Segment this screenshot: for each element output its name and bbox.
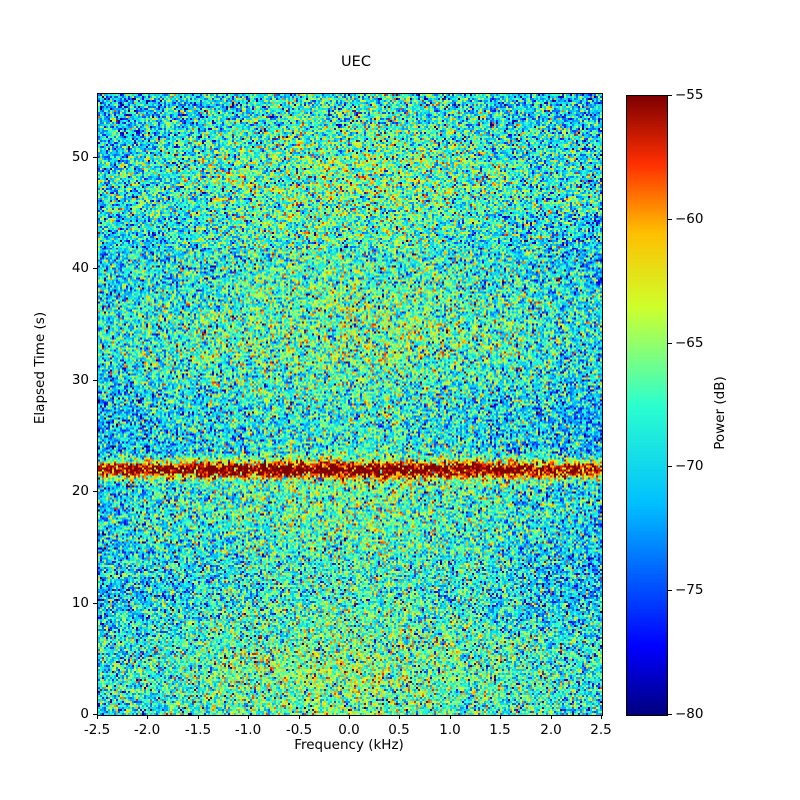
x-tick-label-7: 1.0 xyxy=(439,722,461,738)
colorbar-tick-mark-1 xyxy=(668,590,672,591)
title-line-station: UEC xyxy=(341,54,371,71)
x-tick-label-1: -2.0 xyxy=(133,722,161,738)
y-tick-mark-3 xyxy=(93,380,97,381)
spectrogram-plot-area xyxy=(97,93,603,716)
colorbar-tick-label-0: −80 xyxy=(675,706,704,722)
x-tick-label-3: -1.0 xyxy=(234,722,262,738)
x-tick-label-2: -1.5 xyxy=(184,722,212,738)
colorbar-gradient-image xyxy=(627,96,667,715)
y-tick-label-1: 10 xyxy=(71,595,89,611)
y-tick-mark-1 xyxy=(93,603,97,604)
colorbar-tick-label-2: −70 xyxy=(675,458,704,474)
y-tick-mark-0 xyxy=(93,714,97,715)
y-tick-label-3: 30 xyxy=(71,372,89,388)
x-tick-label-6: 0.5 xyxy=(388,722,410,738)
colorbar-tick-mark-3 xyxy=(668,343,672,344)
x-tick-mark-8 xyxy=(500,715,501,719)
x-axis-label: Frequency (kHz) xyxy=(294,737,404,753)
y-tick-label-4: 40 xyxy=(71,260,89,276)
x-tick-mark-5 xyxy=(349,715,350,719)
colorbar-tick-mark-0 xyxy=(668,714,672,715)
colorbar-tick-mark-5 xyxy=(668,95,672,96)
colorbar-tick-label-3: −65 xyxy=(675,335,704,351)
x-tick-mark-9 xyxy=(551,715,552,719)
colorbar xyxy=(626,95,668,716)
x-tick-mark-2 xyxy=(198,715,199,719)
spectrogram-image xyxy=(98,94,602,715)
x-tick-label-8: 1.5 xyxy=(489,722,511,738)
x-tick-mark-0 xyxy=(97,715,98,719)
x-tick-mark-3 xyxy=(248,715,249,719)
colorbar-tick-label-5: −55 xyxy=(675,87,704,103)
x-tick-mark-1 xyxy=(147,715,148,719)
y-tick-mark-4 xyxy=(93,268,97,269)
x-tick-label-5: 0.0 xyxy=(338,722,360,738)
x-tick-label-0: -2.5 xyxy=(83,722,111,738)
x-tick-mark-7 xyxy=(450,715,451,719)
colorbar-tick-mark-2 xyxy=(668,466,672,467)
y-tick-label-5: 50 xyxy=(71,149,89,165)
y-tick-label-2: 20 xyxy=(71,483,89,499)
colorbar-tick-label-1: −75 xyxy=(675,582,704,598)
x-tick-mark-6 xyxy=(399,715,400,719)
colorbar-tick-label-4: −60 xyxy=(675,211,704,227)
colorbar-label: Power (dB) xyxy=(712,376,728,450)
x-tick-label-4: -0.5 xyxy=(285,722,313,738)
x-tick-label-9: 2.0 xyxy=(540,722,562,738)
colorbar-tick-mark-4 xyxy=(668,219,672,220)
y-tick-mark-5 xyxy=(93,157,97,158)
x-tick-label-10: 2.5 xyxy=(590,722,612,738)
y-axis-label: Elapsed Time (s) xyxy=(32,311,48,425)
y-tick-mark-2 xyxy=(93,491,97,492)
x-tick-mark-10 xyxy=(601,715,602,719)
y-tick-label-0: 0 xyxy=(80,706,89,722)
x-tick-mark-4 xyxy=(299,715,300,719)
